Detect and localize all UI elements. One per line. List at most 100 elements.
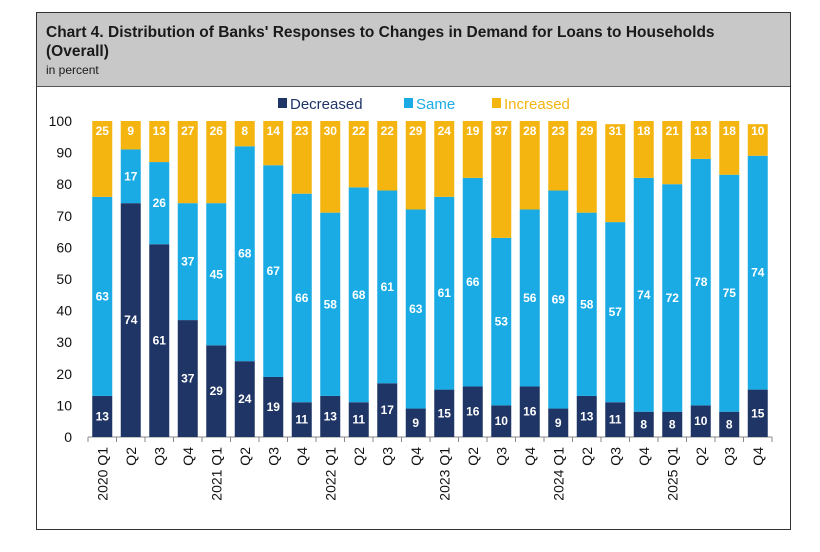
bar-same	[377, 190, 398, 384]
bar-decreased	[548, 408, 569, 437]
data-label: 16	[466, 405, 480, 419]
data-label: 13	[96, 409, 110, 423]
bar-same	[92, 196, 113, 396]
data-label: 29	[580, 124, 594, 138]
x-tick-label: Q2	[123, 447, 139, 466]
x-tick-label: Q3	[721, 447, 737, 466]
bar-increased	[434, 121, 455, 197]
bar-same	[576, 212, 597, 396]
legend-swatch-increased	[492, 98, 501, 108]
chart-title: Chart 4. Distribution of Banks' Response…	[46, 24, 715, 60]
chart-subtitle: in percent	[46, 63, 99, 77]
data-label: 67	[267, 264, 281, 278]
bar-decreased	[434, 389, 455, 437]
x-tick-label: 2022 Q1	[322, 447, 338, 501]
data-label: 72	[666, 291, 680, 305]
bar-increased	[120, 121, 141, 150]
data-label: 13	[324, 409, 338, 423]
data-label: 37	[495, 124, 509, 138]
data-label: 69	[552, 293, 566, 307]
data-label: 23	[552, 124, 566, 138]
bar-same	[434, 196, 455, 390]
bar-decreased	[234, 361, 255, 437]
data-label: 8	[241, 124, 248, 138]
x-tick-label: 2025 Q1	[664, 447, 680, 501]
bar-decreased	[719, 411, 740, 437]
x-tick-label: Q2	[237, 447, 253, 466]
data-label: 10	[495, 414, 509, 428]
data-label: 10	[694, 414, 708, 428]
y-tick-label: 40	[56, 303, 72, 319]
data-label: 11	[295, 413, 308, 427]
data-label: 13	[694, 124, 708, 138]
x-tick-label: Q3	[607, 447, 623, 466]
data-label: 58	[324, 297, 338, 311]
bar-increased	[177, 121, 198, 204]
data-label: 13	[580, 409, 594, 423]
bar-increased	[291, 121, 312, 194]
bar-increased	[605, 124, 626, 223]
data-label: 17	[381, 403, 395, 417]
legend-label-same: Same	[416, 96, 455, 113]
bar-same	[747, 155, 768, 390]
data-label: 75	[723, 286, 737, 300]
bar-decreased	[519, 386, 540, 437]
bar-decreased	[690, 405, 711, 437]
data-label: 25	[96, 124, 110, 138]
chart-header: Chart 4. Distribution of Banks' Response…	[37, 13, 790, 87]
data-label: 57	[609, 305, 623, 319]
bar-decreased	[149, 244, 170, 437]
data-label: 61	[381, 280, 395, 294]
data-label: 56	[523, 291, 537, 305]
data-label: 15	[438, 406, 452, 420]
data-label: 45	[210, 267, 224, 281]
bar-decreased	[206, 345, 227, 437]
chart-frame: Chart 4. Distribution of Banks' Response…	[36, 12, 791, 530]
legend-label-increased: Increased	[504, 96, 570, 113]
data-label: 23	[295, 124, 309, 138]
y-tick-label: 90	[56, 145, 72, 161]
bar-increased	[405, 121, 426, 210]
data-label: 29	[409, 124, 423, 138]
bar-same	[633, 177, 654, 412]
bar-same	[690, 158, 711, 406]
bar-decreased	[120, 203, 141, 437]
bar-increased	[149, 121, 170, 163]
data-label: 61	[153, 334, 167, 348]
bar-decreased	[348, 402, 369, 437]
bar-increased	[491, 121, 512, 238]
legend-swatch-same	[404, 98, 413, 108]
y-tick-label: 20	[56, 366, 72, 382]
x-tick-label: 2020 Q1	[94, 447, 110, 501]
data-label: 26	[210, 124, 224, 138]
bar-increased	[747, 124, 768, 156]
bar-increased	[234, 121, 255, 147]
data-label: 58	[580, 297, 594, 311]
bar-increased	[263, 121, 284, 166]
x-tick-label: 2023 Q1	[436, 447, 452, 501]
x-tick-label: Q2	[693, 447, 709, 466]
data-label: 24	[238, 392, 252, 406]
x-tick-label: Q2	[351, 447, 367, 466]
bar-decreased	[633, 411, 654, 437]
bar-same	[206, 203, 227, 346]
data-label: 24	[438, 124, 452, 138]
bar-same	[263, 165, 284, 377]
data-label: 30	[324, 124, 338, 138]
x-tick-label: Q3	[493, 447, 509, 466]
bar-increased	[633, 121, 654, 178]
data-label: 19	[267, 400, 281, 414]
bar-increased	[576, 121, 597, 213]
bar-decreased	[576, 395, 597, 437]
data-label: 53	[495, 315, 509, 329]
data-label: 28	[523, 124, 537, 138]
data-label: 9	[127, 124, 134, 138]
data-label: 18	[637, 124, 651, 138]
data-label: 74	[751, 266, 765, 280]
data-label: 66	[466, 275, 480, 289]
x-tick-label: Q2	[465, 447, 481, 466]
bar-same	[548, 190, 569, 409]
data-label: 37	[181, 255, 195, 269]
bar-same	[234, 146, 255, 362]
